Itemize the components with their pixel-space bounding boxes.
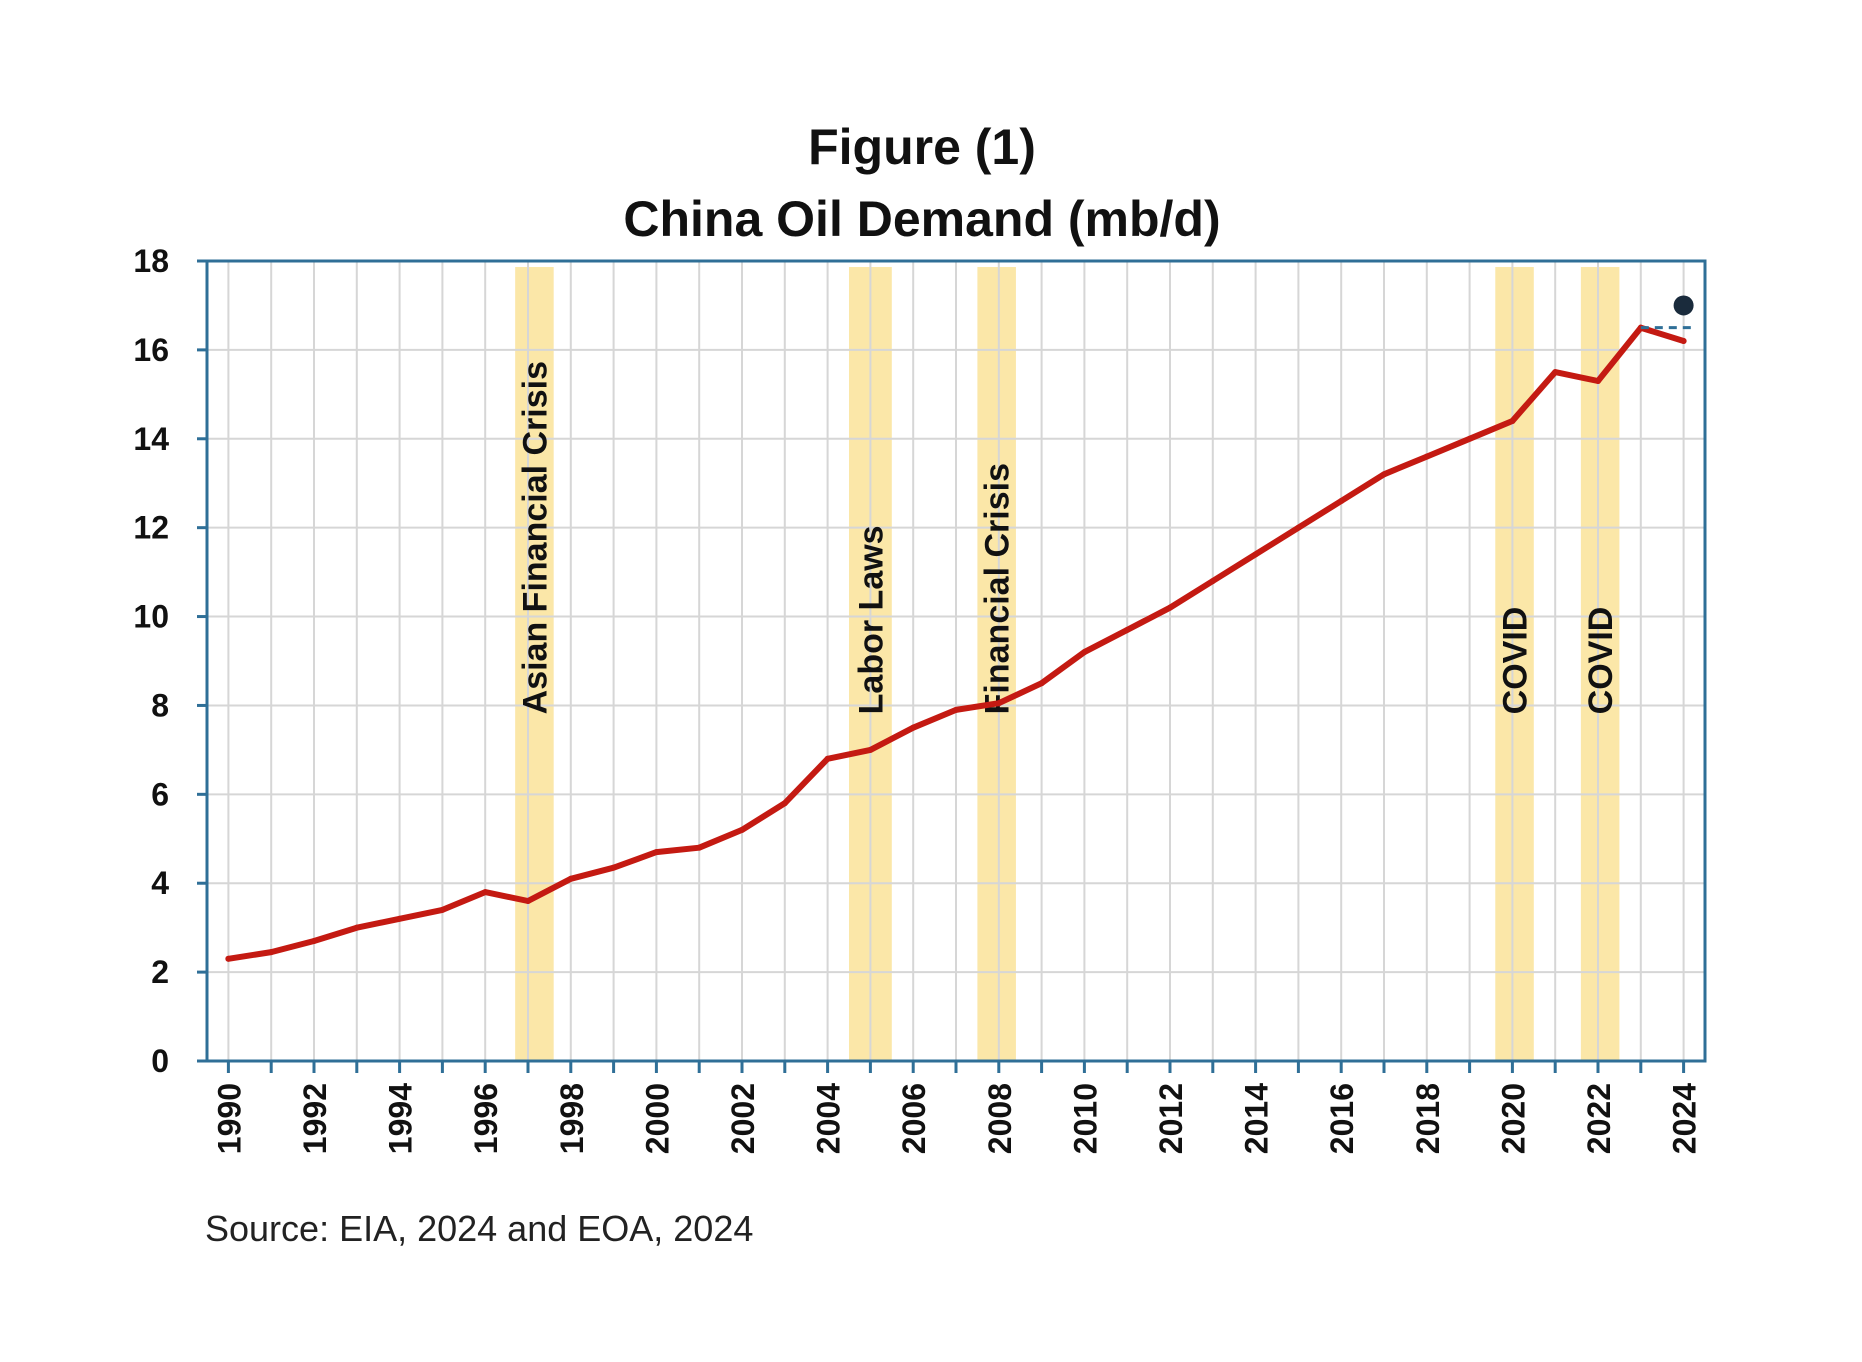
data-point xyxy=(1081,649,1088,656)
y-tick-label: 8 xyxy=(151,687,169,723)
band-labels: Asian Financial Crisis Labor Laws Financia… xyxy=(516,361,1620,714)
data-point xyxy=(268,949,275,956)
grid xyxy=(207,260,1705,1062)
data-point xyxy=(225,955,232,962)
data-point xyxy=(482,889,489,896)
data-point xyxy=(1295,524,1302,531)
y-tick-label: 4 xyxy=(151,865,169,901)
x-tick-label: 2014 xyxy=(1239,1083,1275,1154)
data-point xyxy=(1167,604,1173,611)
band-0 xyxy=(515,267,554,1061)
data-point xyxy=(1466,435,1473,442)
x-tick-label: 1992 xyxy=(297,1083,333,1154)
data-point xyxy=(739,826,745,833)
y-tick-label: 12 xyxy=(133,510,169,546)
chart-title: Figure (1) xyxy=(808,119,1036,175)
forecast-marker xyxy=(1673,295,1694,316)
x-axis-ticks: 1990 1992 1994 1996 1998 2000 2002 2004 2006 2008… xyxy=(211,1061,1703,1154)
data-point xyxy=(1124,626,1131,633)
y-tick-label: 16 xyxy=(133,332,169,368)
data-point xyxy=(1595,378,1601,384)
x-tick-label: 2022 xyxy=(1581,1083,1617,1154)
data-point xyxy=(567,875,574,882)
x-tick-label: 2002 xyxy=(725,1083,761,1154)
data-point xyxy=(995,700,1002,707)
band-label-0: Asian Financial Crisis xyxy=(516,361,554,714)
y-tick-label: 2 xyxy=(151,954,169,990)
x-tick-label: 1998 xyxy=(554,1083,590,1154)
data-point xyxy=(1552,369,1559,376)
series-layer xyxy=(225,295,1697,962)
data-point xyxy=(867,746,874,753)
data-point xyxy=(1252,551,1259,558)
x-tick-label: 1990 xyxy=(211,1083,247,1154)
data-point xyxy=(353,924,360,931)
x-tick-label: 2024 xyxy=(1667,1083,1703,1154)
data-point xyxy=(311,938,317,944)
data-point xyxy=(610,864,617,871)
y-tick-label: 18 xyxy=(133,243,169,279)
data-point xyxy=(1338,498,1345,504)
x-tick-label: 2020 xyxy=(1495,1083,1531,1154)
x-tick-label: 2000 xyxy=(639,1083,675,1154)
data-point xyxy=(653,849,660,856)
x-tick-label: 2004 xyxy=(811,1083,847,1154)
data-point xyxy=(1509,418,1516,424)
data-point xyxy=(396,915,403,922)
highlight-bands xyxy=(515,267,1620,1061)
source-note: Source: EIA, 2024 and EOA, 2024 xyxy=(205,1208,753,1249)
x-tick-label: 2008 xyxy=(982,1083,1018,1154)
data-point xyxy=(1423,453,1430,460)
band-label-2: Financial Crisis xyxy=(979,463,1017,714)
band-2 xyxy=(977,267,1016,1061)
data-point xyxy=(1381,471,1387,478)
x-tick-label: 2010 xyxy=(1067,1083,1103,1154)
band-label-4: COVID xyxy=(1582,607,1620,715)
data-point xyxy=(1680,338,1687,344)
band-4 xyxy=(1580,267,1620,1061)
data-point xyxy=(696,844,703,851)
x-tick-label: 2016 xyxy=(1324,1083,1360,1154)
y-axis-ticks: 0 2 4 6 8 10 12 14 16 18 xyxy=(133,243,207,1079)
y-tick-label: 0 xyxy=(151,1043,169,1079)
data-point xyxy=(439,906,446,913)
band-label-3: COVID xyxy=(1497,607,1535,715)
x-tick-label: 2006 xyxy=(896,1083,932,1154)
y-tick-label: 14 xyxy=(133,421,169,457)
x-tick-label: 2012 xyxy=(1153,1083,1189,1154)
y-tick-label: 6 xyxy=(151,776,169,812)
data-point xyxy=(781,800,788,807)
data-point xyxy=(1209,578,1216,584)
chart-subtitle: China Oil Demand (mb/d) xyxy=(623,191,1220,247)
data-point xyxy=(910,724,917,731)
data-point xyxy=(1038,680,1045,687)
band-label-1: Labor Laws xyxy=(852,525,890,714)
x-tick-label: 1996 xyxy=(468,1083,504,1154)
x-tick-label: 1994 xyxy=(383,1083,419,1154)
y-tick-label: 10 xyxy=(133,599,169,635)
data-point xyxy=(824,755,831,762)
data-point xyxy=(953,706,959,713)
x-tick-label: 2018 xyxy=(1410,1083,1446,1154)
data-point xyxy=(525,898,531,904)
